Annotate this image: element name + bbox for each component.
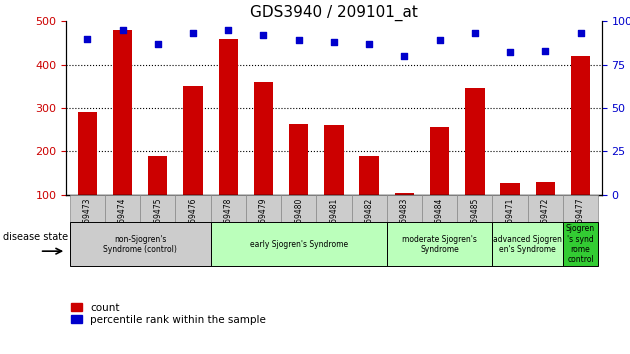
Bar: [500, 183, 520, 195]
FancyBboxPatch shape: [316, 195, 352, 255]
FancyBboxPatch shape: [210, 195, 246, 255]
Point: [399, 53, 410, 59]
FancyBboxPatch shape: [246, 195, 281, 255]
FancyBboxPatch shape: [70, 222, 210, 266]
Point: [188, 30, 198, 36]
Point: [258, 32, 268, 38]
FancyBboxPatch shape: [140, 195, 175, 255]
Bar: [360, 156, 379, 195]
Point: [470, 30, 480, 36]
Point: [152, 41, 163, 47]
FancyBboxPatch shape: [387, 195, 422, 255]
Text: moderate Sjogren's
Syndrome: moderate Sjogren's Syndrome: [402, 235, 477, 254]
Text: GSM569482: GSM569482: [365, 198, 374, 244]
FancyBboxPatch shape: [105, 195, 140, 255]
Bar: [324, 125, 343, 195]
Bar: [571, 56, 590, 195]
FancyBboxPatch shape: [281, 195, 316, 255]
Point: [505, 50, 515, 55]
FancyBboxPatch shape: [563, 222, 598, 266]
Point: [223, 27, 233, 33]
Text: Sjogren
's synd
rome
control: Sjogren 's synd rome control: [566, 224, 595, 264]
Text: GSM569476: GSM569476: [188, 198, 197, 244]
Text: GSM569474: GSM569474: [118, 198, 127, 244]
FancyBboxPatch shape: [70, 195, 105, 255]
Text: GSM569471: GSM569471: [505, 198, 515, 244]
Legend: count, percentile rank within the sample: count, percentile rank within the sample: [71, 303, 266, 325]
Text: GSM569483: GSM569483: [400, 198, 409, 244]
Point: [117, 27, 127, 33]
Point: [294, 38, 304, 43]
Point: [541, 48, 551, 53]
Text: early Sjogren's Syndrome: early Sjogren's Syndrome: [249, 240, 348, 249]
Bar: [430, 127, 449, 195]
Bar: [113, 30, 132, 195]
Text: disease state: disease state: [3, 232, 68, 242]
Text: GSM569481: GSM569481: [329, 198, 338, 244]
FancyBboxPatch shape: [563, 195, 598, 255]
Text: advanced Sjogren
en's Syndrome: advanced Sjogren en's Syndrome: [493, 235, 562, 254]
Bar: [183, 86, 203, 195]
Bar: [148, 156, 168, 195]
Text: GSM569479: GSM569479: [259, 198, 268, 244]
Point: [83, 36, 93, 41]
Text: GSM569484: GSM569484: [435, 198, 444, 244]
Bar: [289, 125, 308, 195]
FancyBboxPatch shape: [422, 195, 457, 255]
Bar: [394, 193, 414, 195]
FancyBboxPatch shape: [387, 222, 493, 266]
Bar: [254, 82, 273, 195]
FancyBboxPatch shape: [175, 195, 210, 255]
FancyBboxPatch shape: [457, 195, 493, 255]
Point: [364, 41, 374, 47]
Text: non-Sjogren's
Syndrome (control): non-Sjogren's Syndrome (control): [103, 235, 177, 254]
Title: GDS3940 / 209101_at: GDS3940 / 209101_at: [250, 5, 418, 21]
Point: [575, 30, 585, 36]
FancyBboxPatch shape: [493, 195, 528, 255]
Bar: [219, 39, 238, 195]
Text: GSM569477: GSM569477: [576, 198, 585, 244]
Bar: [77, 112, 97, 195]
Point: [329, 39, 339, 45]
Text: GSM569473: GSM569473: [83, 198, 92, 244]
Text: GSM569472: GSM569472: [541, 198, 550, 244]
Text: GSM569478: GSM569478: [224, 198, 232, 244]
Text: GSM569475: GSM569475: [153, 198, 163, 244]
Bar: [465, 88, 484, 195]
Text: GSM569480: GSM569480: [294, 198, 303, 244]
Bar: [536, 182, 555, 195]
Text: GSM569485: GSM569485: [471, 198, 479, 244]
FancyBboxPatch shape: [528, 195, 563, 255]
FancyBboxPatch shape: [352, 195, 387, 255]
Point: [435, 38, 445, 43]
FancyBboxPatch shape: [493, 222, 563, 266]
FancyBboxPatch shape: [210, 222, 387, 266]
